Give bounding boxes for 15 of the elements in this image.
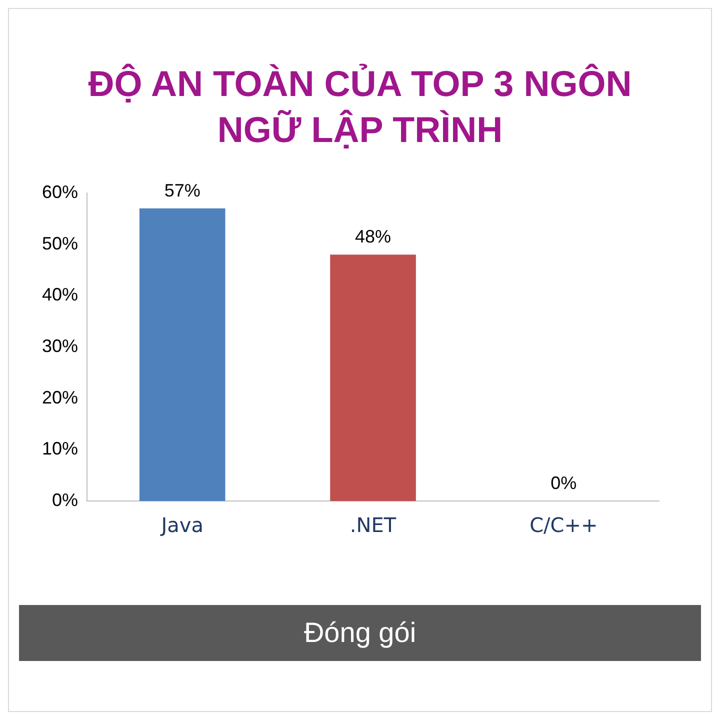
y-tick-label: 40% bbox=[42, 284, 78, 305]
y-tick-label: 0% bbox=[52, 490, 78, 510]
y-tick-label: 50% bbox=[42, 233, 78, 254]
y-tick-label: 30% bbox=[42, 336, 78, 356]
text: Đóng gói bbox=[19, 605, 701, 661]
y-tick-label: 60% bbox=[42, 182, 78, 202]
y-tick-label: 10% bbox=[42, 438, 78, 459]
x-tick-label: Java bbox=[159, 513, 204, 538]
data-label: 48% bbox=[355, 226, 392, 247]
data-label: 57% bbox=[164, 180, 200, 200]
data-label: 0% bbox=[550, 472, 577, 493]
x-tick-label: .NET bbox=[350, 513, 397, 538]
y-tick-label: 20% bbox=[42, 387, 78, 408]
chart-title: ĐỘ AN TOÀN CỦA TOP 3 NGÔN NGỮ LẬP TRÌNH bbox=[87, 62, 633, 152]
x-tick-label: C/C++ bbox=[530, 513, 598, 538]
